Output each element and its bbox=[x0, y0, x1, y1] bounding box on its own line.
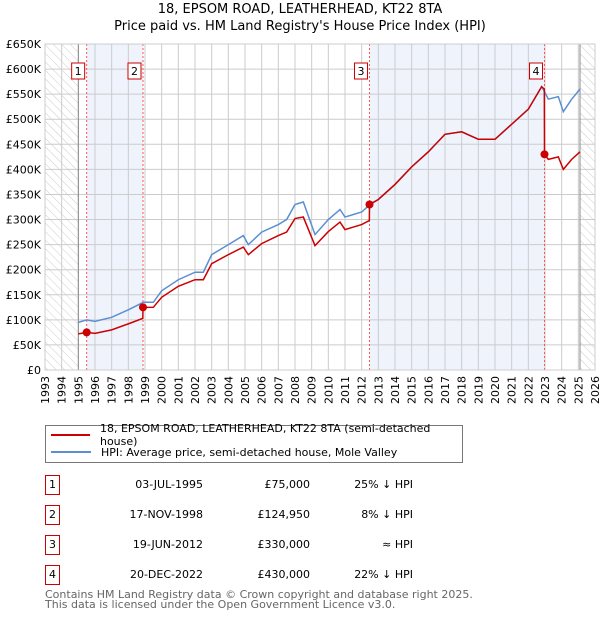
y-tick-label: £100K bbox=[6, 314, 42, 327]
x-tick-label: 2006 bbox=[256, 376, 269, 404]
x-tick-label: 2015 bbox=[406, 376, 419, 404]
x-tick-label: 2016 bbox=[422, 376, 435, 404]
sale-label-box bbox=[71, 62, 86, 80]
legend-label: HPI: Average price, semi-detached house,… bbox=[101, 445, 398, 459]
x-tick-label: 2001 bbox=[172, 376, 185, 404]
legend-item-hpi: HPI: Average price, semi-detached house,… bbox=[51, 444, 397, 460]
x-tick-label: 2021 bbox=[506, 376, 519, 404]
x-tick-label: 2004 bbox=[222, 376, 235, 404]
sale-point bbox=[82, 328, 91, 337]
x-tick-label: 2008 bbox=[289, 376, 302, 404]
y-tick-label: £0 bbox=[27, 364, 41, 377]
y-tick-label: £250K bbox=[6, 239, 42, 252]
sale-label-box bbox=[127, 62, 142, 80]
sale-label-box bbox=[354, 62, 368, 80]
sale-label: 3 bbox=[358, 65, 365, 78]
transaction-number: 3 bbox=[45, 535, 60, 555]
property-price-line bbox=[78, 85, 581, 335]
x-tick-label: 2023 bbox=[539, 376, 552, 404]
sale-label: 2 bbox=[131, 65, 138, 78]
transaction-date: 17-NOV-1998 bbox=[129, 508, 203, 521]
y-tick-label: £50K bbox=[13, 339, 42, 352]
sale-point bbox=[540, 150, 549, 159]
x-tick-label: 2012 bbox=[356, 376, 369, 404]
x-tick-label: 1993 bbox=[39, 376, 52, 404]
transaction-hpi-diff: 8% ↓ HPI bbox=[361, 508, 413, 521]
y-tick-label: £450K bbox=[6, 138, 42, 151]
x-tick-label: 2011 bbox=[339, 376, 352, 404]
sale-point bbox=[365, 200, 374, 209]
transaction-price: £430,000 bbox=[257, 568, 311, 581]
y-tick-label: £150K bbox=[6, 289, 42, 302]
transaction-number: 2 bbox=[45, 505, 60, 525]
y-tick-label: £650K bbox=[6, 38, 42, 51]
legend-label: 18, EPSOM ROAD, LEATHERHEAD, KT22 8TA (s… bbox=[99, 422, 431, 448]
legend: 18, EPSOM ROAD, LEATHERHEAD, KT22 8TA (s… bbox=[45, 422, 463, 463]
price-chart: 1993 1994 1995 1996 1997 1998 1999 2000 2001 2002… bbox=[6, 38, 600, 404]
legend-swatch-blue bbox=[51, 451, 91, 453]
transaction-row: 3 19-JUN-2012 £330,000 ≈ HPI bbox=[45, 535, 465, 555]
x-tick-label: 1994 bbox=[56, 376, 69, 404]
x-tick-label: 2002 bbox=[189, 376, 202, 404]
x-tick-label: 2018 bbox=[456, 376, 469, 404]
sale-label-box bbox=[529, 62, 543, 80]
x-tick-label: 2009 bbox=[306, 376, 319, 404]
x-tick-label: 2019 bbox=[472, 376, 485, 404]
chart-subtitle: Price paid vs. HM Land Registry's House … bbox=[114, 19, 486, 34]
transaction-hpi-diff: 25% ↓ HPI bbox=[354, 478, 413, 491]
x-tick-label: 1996 bbox=[89, 376, 102, 404]
y-tick-label: £550K bbox=[6, 88, 42, 101]
transaction-row: 4 20-DEC-2022 £430,000 22% ↓ HPI bbox=[45, 565, 465, 585]
y-tick-label: £350K bbox=[6, 188, 42, 201]
sale-label: 1 bbox=[75, 65, 82, 78]
y-tick-label: £200K bbox=[6, 264, 42, 277]
x-tick-label: 1998 bbox=[122, 376, 135, 404]
x-tick-label: 2014 bbox=[389, 376, 402, 404]
transaction-number: 1 bbox=[45, 475, 60, 495]
x-tick-label: 2007 bbox=[272, 376, 285, 404]
x-tick-label: 2020 bbox=[489, 376, 502, 404]
x-tick-label: 2017 bbox=[439, 376, 452, 404]
x-tick-label: 2025 bbox=[572, 376, 585, 404]
x-tick-label: 2022 bbox=[522, 376, 535, 404]
legend-swatch-red bbox=[51, 434, 90, 436]
x-tick-label: 2024 bbox=[556, 376, 569, 404]
x-tick-label: 2000 bbox=[156, 376, 169, 404]
transaction-hpi-diff: 22% ↓ HPI bbox=[354, 568, 413, 581]
y-tick-label: £600K bbox=[6, 63, 42, 76]
transaction-hpi-diff: ≈ HPI bbox=[382, 538, 413, 551]
legend-item-property: 18, EPSOM ROAD, LEATHERHEAD, KT22 8TA (s… bbox=[51, 422, 462, 448]
transaction-date: 19-JUN-2012 bbox=[132, 538, 203, 551]
y-tick-label: £400K bbox=[6, 163, 42, 176]
transaction-row: 1 03-JUL-1995 £75,000 25% ↓ HPI bbox=[45, 475, 465, 495]
sale-label: 4 bbox=[533, 65, 540, 78]
plot-border bbox=[44, 43, 596, 371]
transaction-price: £330,000 bbox=[257, 538, 311, 551]
footer-licence: This data is licensed under the Open Gov… bbox=[45, 598, 396, 611]
x-tick-label: 2003 bbox=[206, 376, 219, 404]
x-tick-label: 2026 bbox=[589, 376, 600, 404]
sale-point bbox=[139, 303, 147, 312]
x-tick-label: 2005 bbox=[239, 376, 252, 404]
y-tick-label: £500K bbox=[6, 113, 42, 126]
x-tick-label: 1997 bbox=[106, 376, 119, 404]
no-data-hatch-right bbox=[580, 44, 595, 370]
footer-copyright: Contains HM Land Registry data © Crown c… bbox=[45, 588, 473, 601]
ownership-period-shade bbox=[369, 44, 545, 370]
transaction-price: £75,000 bbox=[264, 478, 311, 491]
transaction-row: 2 17-NOV-1998 £124,950 8% ↓ HPI bbox=[45, 505, 465, 525]
x-tick-label: 2013 bbox=[372, 376, 385, 404]
x-tick-label: 2010 bbox=[322, 376, 335, 404]
y-tick-label: £300K bbox=[6, 214, 42, 227]
transaction-price: £124,950 bbox=[257, 508, 311, 521]
transaction-date: 20-DEC-2022 bbox=[129, 568, 203, 581]
x-tick-label: 1999 bbox=[139, 376, 152, 404]
chart-title: 18, EPSOM ROAD, LEATHERHEAD, KT22 8TA bbox=[157, 2, 443, 17]
transaction-date: 03-JUL-1995 bbox=[135, 478, 203, 491]
transaction-number: 4 bbox=[45, 565, 60, 585]
x-tick-label: 1995 bbox=[72, 376, 85, 404]
